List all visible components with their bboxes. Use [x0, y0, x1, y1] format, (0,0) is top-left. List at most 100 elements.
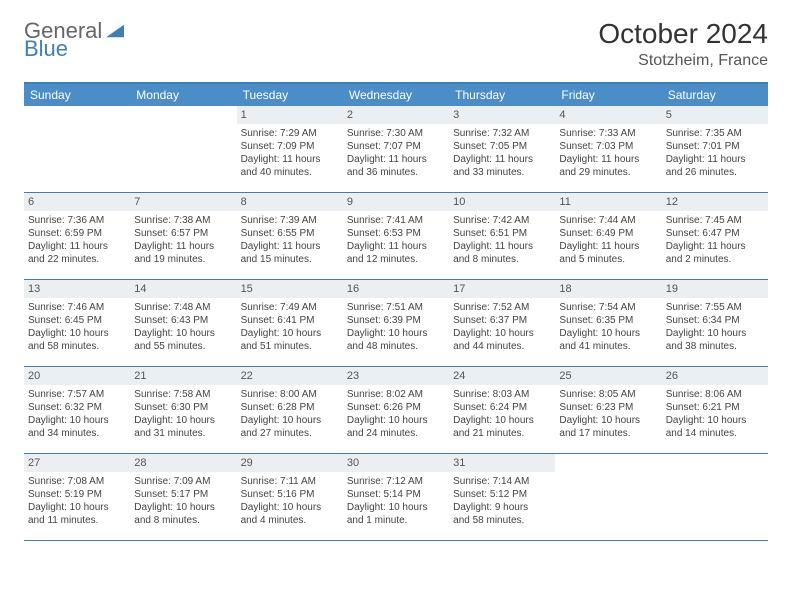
day-number: 5: [662, 106, 768, 124]
sunset-text: Sunset: 7:05 PM: [453, 140, 551, 153]
dow-header: Wednesday: [343, 84, 449, 106]
daylight-line2: and 21 minutes.: [453, 427, 551, 440]
day-number: 19: [662, 280, 768, 298]
daylight-line2: and 24 minutes.: [347, 427, 445, 440]
day-number: 16: [343, 280, 449, 298]
dow-header: Sunday: [24, 84, 130, 106]
day-number: 21: [130, 367, 236, 385]
day-cell: 11Sunrise: 7:44 AMSunset: 6:49 PMDayligh…: [555, 193, 661, 279]
sunset-text: Sunset: 6:45 PM: [28, 314, 126, 327]
day-cell: 9Sunrise: 7:41 AMSunset: 6:53 PMDaylight…: [343, 193, 449, 279]
day-cell: 26Sunrise: 8:06 AMSunset: 6:21 PMDayligh…: [662, 367, 768, 453]
sunrise-text: Sunrise: 7:36 AM: [28, 214, 126, 227]
sunrise-text: Sunrise: 7:52 AM: [453, 301, 551, 314]
daylight-line1: Daylight: 10 hours: [559, 327, 657, 340]
sunset-text: Sunset: 5:12 PM: [453, 488, 551, 501]
daylight-line2: and 14 minutes.: [666, 427, 764, 440]
sunset-text: Sunset: 5:17 PM: [134, 488, 232, 501]
day-number: 25: [555, 367, 661, 385]
daylight-line2: and 2 minutes.: [666, 253, 764, 266]
sunset-text: Sunset: 6:23 PM: [559, 401, 657, 414]
daylight-line1: Daylight: 11 hours: [453, 153, 551, 166]
daylight-line1: Daylight: 10 hours: [241, 327, 339, 340]
sunrise-text: Sunrise: 7:09 AM: [134, 475, 232, 488]
daylight-line1: Daylight: 10 hours: [453, 414, 551, 427]
sunrise-text: Sunrise: 8:03 AM: [453, 388, 551, 401]
day-cell: 25Sunrise: 8:05 AMSunset: 6:23 PMDayligh…: [555, 367, 661, 453]
daylight-line2: and 12 minutes.: [347, 253, 445, 266]
calendar-page: General October 2024 Stotzheim, France B…: [0, 0, 792, 559]
daylight-line2: and 40 minutes.: [241, 166, 339, 179]
sunrise-text: Sunrise: 7:14 AM: [453, 475, 551, 488]
dow-header: Monday: [130, 84, 236, 106]
sunset-text: Sunset: 6:34 PM: [666, 314, 764, 327]
sunrise-text: Sunrise: 7:48 AM: [134, 301, 232, 314]
day-cell: 15Sunrise: 7:49 AMSunset: 6:41 PMDayligh…: [237, 280, 343, 366]
sunset-text: Sunset: 6:30 PM: [134, 401, 232, 414]
sunrise-text: Sunrise: 7:46 AM: [28, 301, 126, 314]
daylight-line2: and 17 minutes.: [559, 427, 657, 440]
day-cell: 24Sunrise: 8:03 AMSunset: 6:24 PMDayligh…: [449, 367, 555, 453]
day-number: 29: [237, 454, 343, 472]
sunset-text: Sunset: 5:16 PM: [241, 488, 339, 501]
sunrise-text: Sunrise: 8:06 AM: [666, 388, 764, 401]
day-cell: 27Sunrise: 7:08 AMSunset: 5:19 PMDayligh…: [24, 454, 130, 540]
sunset-text: Sunset: 7:09 PM: [241, 140, 339, 153]
sunset-text: Sunset: 6:35 PM: [559, 314, 657, 327]
day-cell: 16Sunrise: 7:51 AMSunset: 6:39 PMDayligh…: [343, 280, 449, 366]
daylight-line1: Daylight: 11 hours: [453, 240, 551, 253]
daylight-line2: and 29 minutes.: [559, 166, 657, 179]
day-number: 14: [130, 280, 236, 298]
week-row: 27Sunrise: 7:08 AMSunset: 5:19 PMDayligh…: [24, 454, 768, 541]
dow-header: Saturday: [662, 84, 768, 106]
daylight-line2: and 22 minutes.: [28, 253, 126, 266]
day-number: 4: [555, 106, 661, 124]
sunset-text: Sunset: 6:21 PM: [666, 401, 764, 414]
daylight-line1: Daylight: 10 hours: [134, 327, 232, 340]
day-number: 8: [237, 193, 343, 211]
sunrise-text: Sunrise: 7:08 AM: [28, 475, 126, 488]
daylight-line2: and 8 minutes.: [453, 253, 551, 266]
day-number: 28: [130, 454, 236, 472]
sunrise-text: Sunrise: 7:55 AM: [666, 301, 764, 314]
day-number: 26: [662, 367, 768, 385]
sunset-text: Sunset: 7:03 PM: [559, 140, 657, 153]
daylight-line1: Daylight: 10 hours: [28, 414, 126, 427]
day-cell: [24, 106, 130, 192]
sunset-text: Sunset: 6:57 PM: [134, 227, 232, 240]
daylight-line2: and 26 minutes.: [666, 166, 764, 179]
daylight-line2: and 48 minutes.: [347, 340, 445, 353]
day-cell: 7Sunrise: 7:38 AMSunset: 6:57 PMDaylight…: [130, 193, 236, 279]
sunset-text: Sunset: 6:41 PM: [241, 314, 339, 327]
day-cell: 28Sunrise: 7:09 AMSunset: 5:17 PMDayligh…: [130, 454, 236, 540]
week-row: 13Sunrise: 7:46 AMSunset: 6:45 PMDayligh…: [24, 280, 768, 367]
calendar: SundayMondayTuesdayWednesdayThursdayFrid…: [24, 82, 768, 541]
daylight-line2: and 58 minutes.: [28, 340, 126, 353]
day-cell: 23Sunrise: 8:02 AMSunset: 6:26 PMDayligh…: [343, 367, 449, 453]
day-cell: 10Sunrise: 7:42 AMSunset: 6:51 PMDayligh…: [449, 193, 555, 279]
weeks-container: 1Sunrise: 7:29 AMSunset: 7:09 PMDaylight…: [24, 106, 768, 541]
day-cell: 22Sunrise: 8:00 AMSunset: 6:28 PMDayligh…: [237, 367, 343, 453]
daylight-line1: Daylight: 11 hours: [559, 153, 657, 166]
day-number: 17: [449, 280, 555, 298]
sunrise-text: Sunrise: 7:45 AM: [666, 214, 764, 227]
daylight-line2: and 8 minutes.: [134, 514, 232, 527]
daylight-line1: Daylight: 10 hours: [28, 501, 126, 514]
sunrise-text: Sunrise: 8:00 AM: [241, 388, 339, 401]
daylight-line1: Daylight: 10 hours: [134, 414, 232, 427]
sunset-text: Sunset: 5:19 PM: [28, 488, 126, 501]
daylight-line1: Daylight: 10 hours: [666, 327, 764, 340]
dow-header: Thursday: [449, 84, 555, 106]
sunset-text: Sunset: 6:53 PM: [347, 227, 445, 240]
daylight-line1: Daylight: 9 hours: [453, 501, 551, 514]
daylight-line1: Daylight: 10 hours: [347, 501, 445, 514]
daylight-line1: Daylight: 10 hours: [347, 327, 445, 340]
daylight-line1: Daylight: 10 hours: [559, 414, 657, 427]
daylight-line1: Daylight: 10 hours: [347, 414, 445, 427]
sunrise-text: Sunrise: 7:12 AM: [347, 475, 445, 488]
sunrise-text: Sunrise: 7:57 AM: [28, 388, 126, 401]
day-number: 30: [343, 454, 449, 472]
day-cell: 17Sunrise: 7:52 AMSunset: 6:37 PMDayligh…: [449, 280, 555, 366]
daylight-line1: Daylight: 11 hours: [559, 240, 657, 253]
day-number: 10: [449, 193, 555, 211]
